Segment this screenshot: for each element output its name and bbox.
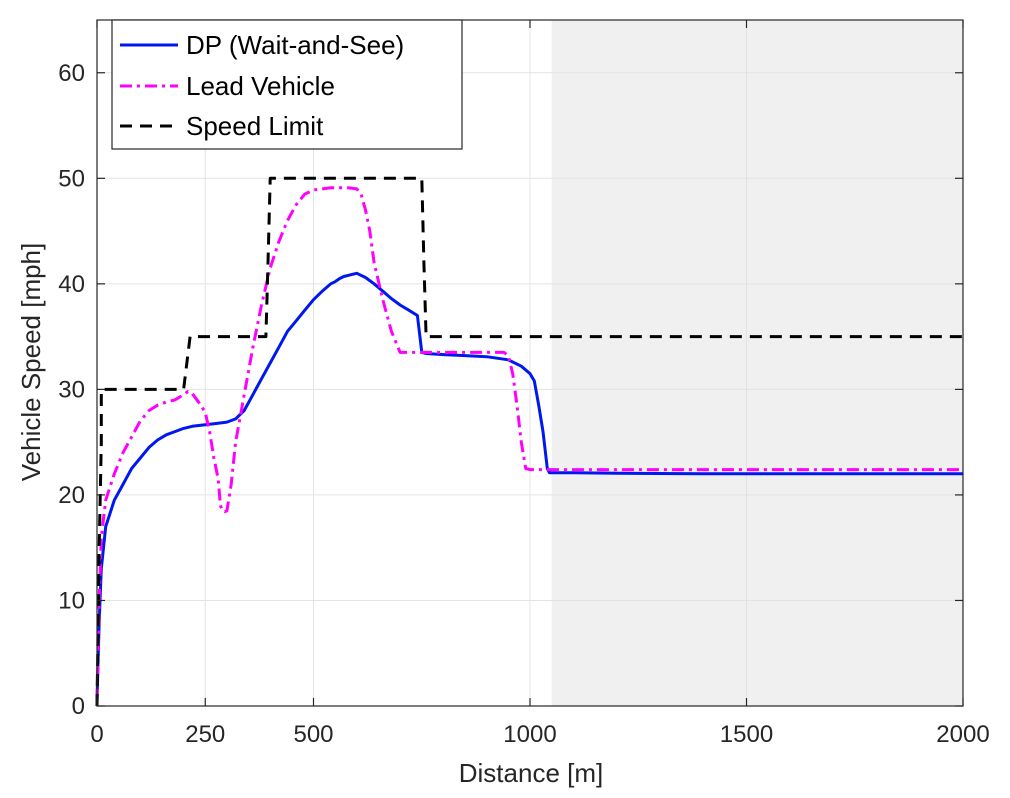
x-tick-label: 1000 — [503, 721, 556, 748]
x-tick-label: 2000 — [936, 721, 989, 748]
y-tick-label: 20 — [58, 482, 85, 509]
x-tick-label: 0 — [90, 721, 103, 748]
legend-label-dp: DP (Wait-and-See) — [186, 30, 404, 60]
series-speed-limit — [95, 176, 963, 707]
legend: DP (Wait-and-See) Lead Vehicle Speed Lim… — [111, 19, 463, 150]
legend-label-lead: Lead Vehicle — [186, 71, 335, 101]
y-tick-label: 10 — [58, 587, 85, 614]
shaded-region — [551, 20, 963, 706]
x-tick-label: 1500 — [720, 721, 773, 748]
series-lead-vehicle — [95, 186, 963, 701]
series-dp-wait-and-see — [95, 271, 963, 701]
y-tick-label: 50 — [58, 165, 85, 192]
x-tick-label: 500 — [293, 721, 333, 748]
y-tick-label: 60 — [58, 60, 85, 87]
y-tick-label: 0 — [72, 693, 85, 720]
y-axis-label: Vehicle Speed [mph] — [16, 243, 46, 482]
x-axis-label: Distance [m] — [459, 758, 604, 788]
legend-label-limit: Speed Limit — [186, 111, 324, 141]
x-tick-label: 250 — [185, 721, 225, 748]
y-tick-label: 40 — [58, 271, 85, 298]
y-tick-label: 30 — [58, 376, 85, 403]
